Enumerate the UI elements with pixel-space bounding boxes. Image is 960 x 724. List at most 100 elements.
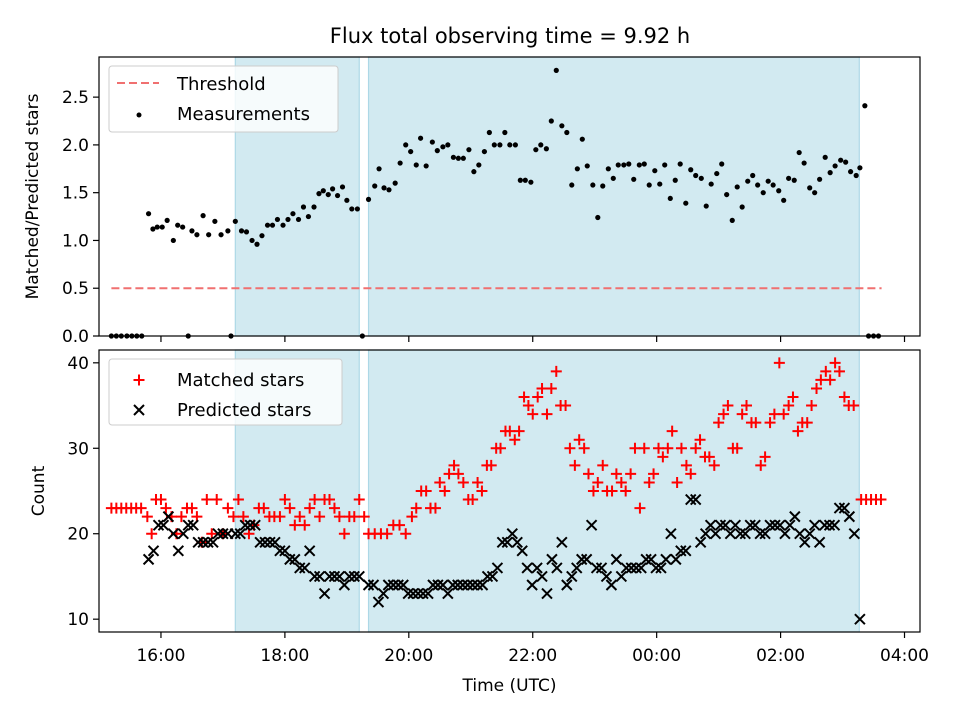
count-x-tick-label: 04:00	[880, 646, 929, 666]
measurement-legend-label: Measurements	[177, 104, 310, 125]
predicted-star-marker	[217, 528, 229, 540]
matched-star-marker	[509, 434, 521, 446]
matched-star-marker	[694, 434, 706, 446]
predicted-star-marker	[516, 545, 528, 557]
measurement-point	[423, 163, 429, 169]
measurement-point	[170, 237, 176, 244]
predicted-star-marker	[162, 510, 175, 523]
measurement-point	[320, 188, 326, 194]
time-x-axis-label: Time (UTC)	[462, 676, 557, 696]
predicted-star-marker	[407, 587, 419, 600]
count-panel: 10 20 30 40 16:00 18:00 20:00 22:00 00:00 02:00 04…	[29, 349, 929, 696]
measurement-point	[429, 139, 435, 145]
predicted-star-marker	[486, 570, 499, 583]
matched-star-marker	[358, 511, 370, 523]
chart-title: Flux total observing time = 9.92 h	[330, 24, 690, 48]
matched-star-marker	[662, 442, 674, 454]
measurement-point	[708, 181, 714, 187]
predicted-star-marker	[575, 553, 588, 566]
measurement-point	[770, 182, 776, 188]
measurement-point	[786, 175, 792, 181]
measurement-point	[626, 161, 632, 167]
matched-star-marker	[722, 400, 734, 412]
predicted-star-marker	[714, 519, 727, 531]
predicted-star-marker	[457, 579, 469, 591]
predicted-star-marker	[402, 587, 414, 600]
measurement-point	[693, 172, 699, 179]
predicted-star-marker	[377, 587, 390, 600]
measurement-point	[274, 216, 281, 223]
ratio-y-axis-label: Matched/Predicted stars	[23, 93, 43, 299]
measurement-point	[667, 195, 673, 202]
matched-star-marker	[155, 494, 167, 506]
predicted-star-marker	[481, 570, 494, 583]
matched-star-marker	[811, 382, 823, 394]
predicted-star-marker	[496, 536, 509, 548]
matched-legend-label: Matched stars	[177, 370, 304, 391]
measurement-point	[641, 161, 647, 167]
matched-star-marker	[773, 357, 785, 369]
measurement-point	[225, 228, 231, 234]
matched-star-marker	[550, 365, 562, 377]
predicted-star-marker	[590, 562, 603, 574]
predicted-star-marker	[620, 562, 633, 574]
measurement-point	[652, 168, 658, 174]
matched-star-marker	[573, 434, 585, 446]
measurement-point	[714, 170, 720, 177]
measurement-point	[466, 147, 472, 153]
count-x-tick-label: 00:00	[632, 646, 681, 666]
predicted-star-marker	[142, 553, 155, 566]
matched-star-marker	[406, 511, 418, 523]
predicted-star-marker	[202, 536, 214, 548]
measurement-point	[445, 142, 451, 148]
measurement-point	[857, 165, 863, 171]
matched-star-marker	[569, 459, 581, 471]
measurement-point	[796, 149, 802, 156]
measurement-point	[481, 148, 488, 155]
matched-star-marker	[610, 468, 622, 480]
matched-star-marker	[400, 528, 412, 540]
matched-legend-swatch	[133, 374, 145, 386]
count-y-tick-label: 40	[67, 354, 89, 374]
predicted-star-marker	[823, 519, 836, 531]
predicted-star-marker	[794, 528, 806, 540]
matched-star-marker	[348, 511, 360, 523]
measurement-point	[528, 179, 534, 185]
predicted-star-marker	[759, 528, 771, 540]
measurement-point	[822, 154, 828, 160]
predicted-star-marker	[313, 570, 326, 583]
matched-star-marker	[279, 494, 291, 506]
predicted-star-marker	[182, 519, 194, 531]
matched-star-marker	[755, 459, 767, 471]
ratio-panel: 0.0 0.5 1.0 1.5 2.0 2.5 Matched/Predicted sta…	[23, 56, 921, 347]
matched-star-marker	[657, 451, 669, 463]
matched-star-marker	[324, 494, 335, 506]
predicted-star-marker	[274, 545, 286, 557]
measurement-point	[564, 129, 570, 136]
measurement-point	[269, 222, 276, 228]
predicted-star-marker	[531, 562, 543, 574]
matched-star-marker	[792, 425, 804, 437]
measurement-point	[729, 217, 735, 223]
measurement-point	[259, 233, 265, 239]
matched-star-marker	[457, 476, 469, 488]
measurement-point	[295, 216, 302, 223]
predicted-star-marker	[799, 536, 811, 548]
predicted-star-marker	[152, 519, 165, 531]
predicted-star-marker	[734, 528, 747, 540]
measurement-point	[683, 200, 689, 206]
predicted-legend-swatch	[133, 404, 145, 416]
matched-star-marker	[381, 528, 393, 540]
measurement-point	[801, 160, 807, 166]
predicted-star-marker	[615, 570, 628, 583]
matched-star-marker	[731, 442, 743, 454]
matched-star-marker	[518, 391, 530, 403]
matched-star-marker	[583, 468, 595, 480]
ratio-y-tick-label: 0.5	[62, 279, 89, 299]
matched-star-marker	[201, 494, 213, 506]
predicted-star-marker	[828, 519, 841, 531]
measurement-point	[232, 218, 238, 224]
ratio-frame	[98, 56, 921, 337]
ratio-y-tick-label: 2.5	[62, 88, 89, 108]
measurement-point	[812, 190, 818, 196]
